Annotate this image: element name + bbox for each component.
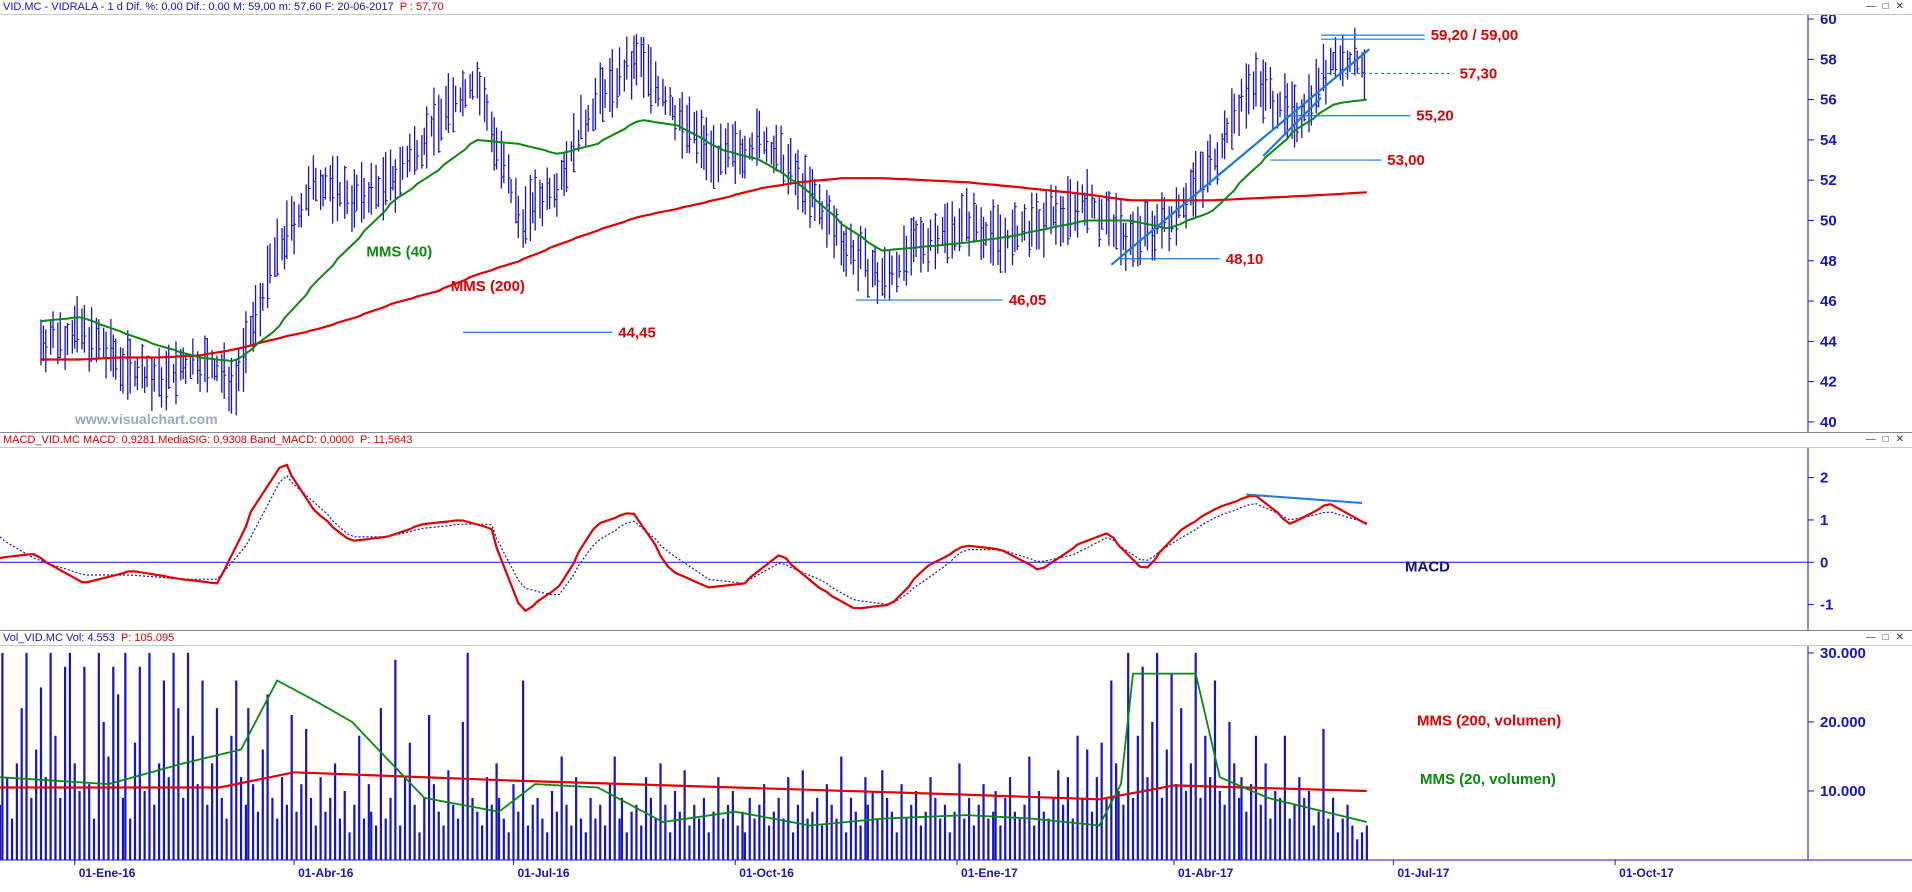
price-y-tick-label: 54 — [1820, 132, 1837, 149]
maximize-icon[interactable]: □ — [1882, 1, 1893, 12]
mms200-label: MMS (200) — [451, 278, 525, 295]
volume-y-tick-label: 10.000 — [1820, 783, 1866, 800]
minimize-icon[interactable]: — — [1865, 632, 1880, 643]
x-tick-label: 01-Oct-17 — [1619, 866, 1674, 880]
macd-y-tick-label: 2 — [1820, 470, 1828, 487]
support-label: 57,30 — [1460, 65, 1498, 82]
price-panel: VID.MC - VIDRALA - 1 d Dif. %: 0,00 Dif.… — [0, 0, 1912, 433]
volume-mms20-label: MMS (20, volumen) — [1420, 771, 1556, 788]
price-y-tick-label: 48 — [1820, 253, 1837, 270]
macd-panel-controls[interactable]: — □ ✕ — [1860, 433, 1908, 447]
trendline — [1110, 48, 1370, 266]
price-chart[interactable]: 40 42 44 46 48 50 52 54 56 58 60 59,20 / 59,00 57,30… — [0, 15, 1912, 432]
panel-controls[interactable]: — □ ✕ — [1860, 0, 1908, 14]
macd-y-tick-label: -1 — [1820, 597, 1833, 614]
support-label: 44,45 — [618, 324, 656, 341]
mms40-label: MMS (40) — [366, 244, 432, 261]
price-y-tick-label: 50 — [1820, 212, 1837, 229]
x-tick-label: 01-Abr-16 — [298, 866, 354, 880]
support-label: 46,05 — [1009, 292, 1047, 309]
x-tick-label: 01-Jul-17 — [1397, 866, 1449, 880]
price-header-text: VID.MC - VIDRALA - 1 d Dif. %: 0,00 Dif.… — [3, 1, 394, 13]
price-y-tick-label: 46 — [1820, 293, 1837, 310]
volume-mms200-label: MMS (200, volumen) — [1417, 712, 1561, 729]
volume-bars — [0, 652, 1368, 860]
close-icon[interactable]: ✕ — [1895, 434, 1908, 445]
macd-label: MACD — [1405, 558, 1450, 575]
x-tick-label: 01-Oct-16 — [739, 866, 794, 880]
support-label: 55,20 — [1416, 108, 1454, 125]
price-y-tick-label: 58 — [1820, 51, 1837, 68]
x-tick-label: 01-Ene-16 — [79, 866, 136, 880]
mms40-line — [40, 98, 1367, 363]
maximize-icon[interactable]: □ — [1882, 632, 1893, 643]
support-label: 59,20 / 59,00 — [1431, 27, 1519, 44]
volume-chart[interactable]: 10.000 20.000 30.000 MMS (200, volumen) MMS … — [0, 646, 1912, 892]
close-icon[interactable]: ✕ — [1895, 632, 1908, 643]
price-bars — [40, 27, 1367, 416]
volume-y-tick-label: 30.000 — [1820, 646, 1866, 662]
volume-mms200-line — [0, 771, 1367, 801]
volume-mms20-line — [0, 672, 1368, 827]
price-y-tick-label: 42 — [1820, 374, 1837, 391]
x-tick-label: 01-Jul-16 — [517, 866, 569, 880]
price-y-tick-label: 44 — [1820, 333, 1837, 350]
maximize-icon[interactable]: □ — [1882, 434, 1893, 445]
close-icon[interactable]: ✕ — [1895, 1, 1908, 12]
price-y-tick-label: 60 — [1820, 15, 1837, 28]
mms200-line — [41, 177, 1367, 361]
volume-y-tick-label: 20.000 — [1820, 714, 1866, 731]
macd-signal-line — [0, 475, 1367, 605]
macd-header-last: P: 11,5643 — [360, 434, 413, 446]
price-y-tick-label: 56 — [1820, 92, 1837, 109]
x-tick-label: 01-Abr-17 — [1178, 866, 1234, 880]
support-label: 53,00 — [1387, 152, 1425, 169]
volume-panel-header: Vol_VID.MC Vol: 4.553 P: 105.095 — □ ✕ — [0, 631, 1912, 646]
macd-divergence-line — [1246, 493, 1363, 505]
macd-line — [0, 463, 1368, 612]
macd-panel: MACD_VID.MC MACD: 0,9281 MediaSIG: 0,930… — [0, 433, 1912, 631]
price-y-tick-label: 40 — [1820, 414, 1837, 431]
macd-panel-header: MACD_VID.MC MACD: 0,9281 MediaSIG: 0,930… — [0, 433, 1912, 448]
macd-y-tick-label: 0 — [1820, 554, 1828, 571]
x-tick-label: 01-Ene-17 — [961, 866, 1018, 880]
watermark: www.visualchart.com — [74, 411, 218, 427]
macd-chart[interactable]: -1 0 1 2 MACD — [0, 448, 1912, 630]
price-header-last: P : 57,70 — [399, 1, 444, 13]
minimize-icon[interactable]: — — [1865, 1, 1880, 12]
volume-header-text: Vol_VID.MC Vol: 4.553 — [3, 632, 115, 644]
volume-panel-controls[interactable]: — □ ✕ — [1860, 631, 1908, 645]
macd-header-text: MACD_VID.MC MACD: 0,9281 MediaSIG: 0,930… — [3, 434, 354, 446]
trendline — [1262, 96, 1322, 157]
support-label: 48,10 — [1226, 251, 1264, 268]
minimize-icon[interactable]: — — [1865, 434, 1880, 445]
volume-panel: Vol_VID.MC Vol: 4.553 P: 105.095 — □ ✕ 10.… — [0, 631, 1912, 892]
price-y-tick-label: 52 — [1820, 172, 1837, 189]
macd-y-tick-label: 1 — [1820, 512, 1828, 529]
volume-header-last: P: 105.095 — [120, 632, 175, 644]
price-panel-header: VID.MC - VIDRALA - 1 d Dif. %: 0,00 Dif.… — [0, 0, 1912, 15]
